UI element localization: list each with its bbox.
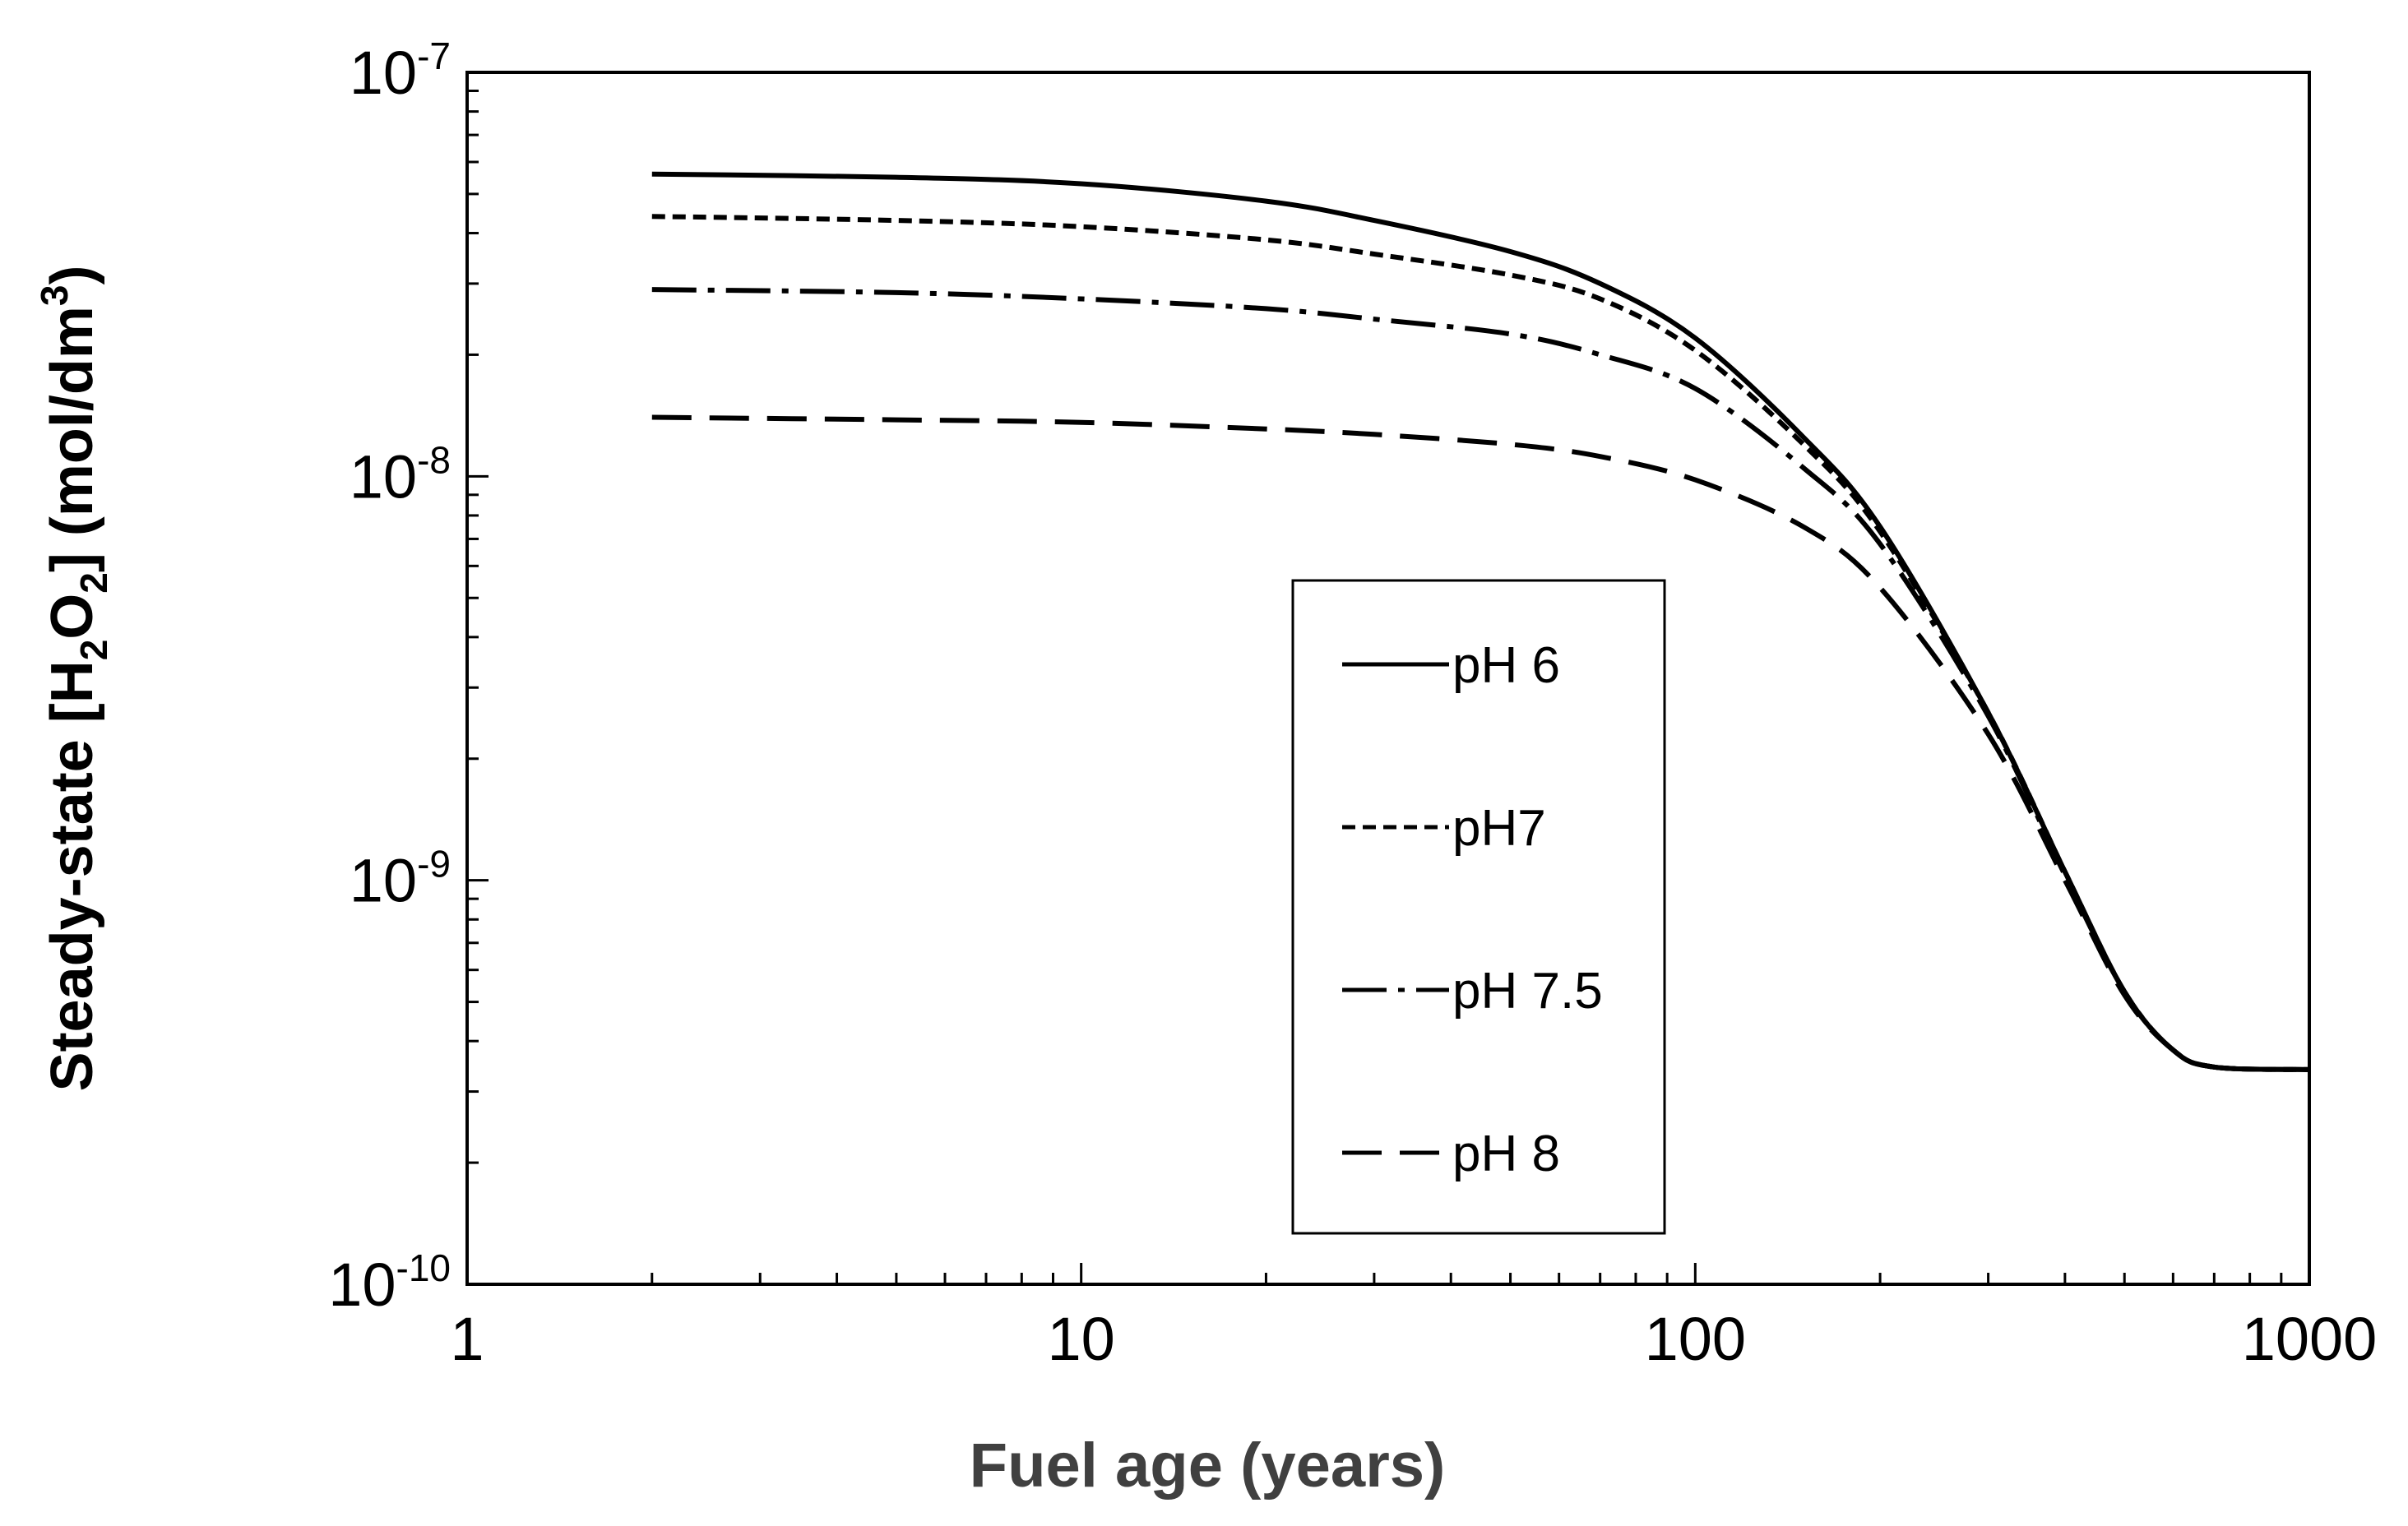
y-tick-label: 10-10 [328,1246,451,1319]
legend-label: pH 6 [1452,637,1560,694]
series-line [651,414,2310,1072]
legend: pH 6 pH7 pH 7.5 pH 8 [1291,579,1666,1235]
y-axis-title-sub1: 2 [72,640,115,661]
y-tick-label: 10-8 [350,438,451,511]
series-line [651,287,2310,1072]
series-lines [651,171,2310,1072]
legend-items: pH 6 pH7 pH 7.5 pH 8 [1342,637,1603,1182]
y-axis-title-sub2: 2 [72,572,115,594]
y-tick-label: 10-9 [350,843,451,915]
x-axis-title: Fuel age (years) [970,1431,1446,1501]
legend-label: pH 8 [1452,1126,1560,1182]
plot-frame [465,71,2311,1286]
x-tick-label: 1 [450,1305,484,1373]
x-tick-label: 1000 [2242,1305,2378,1373]
y-axis-title-sup: 3 [33,285,76,307]
y-axis-title-mid: O [39,594,105,640]
y-axis-title-end: ) [39,266,105,285]
x-axis-ticks: 1 10 100 1000 [450,1263,2377,1373]
legend-label: pH7 [1452,800,1546,857]
series-line [651,214,2310,1072]
legend-label: pH 7.5 [1452,963,1603,1020]
x-tick-label: 100 [1645,1305,1746,1373]
y-axis-title: Steady-state [H2O2] (mol/dm3) [33,266,115,1092]
y-axis-title-suffix: ] (mol/dm [39,306,105,572]
legend-box [1291,579,1666,1235]
x-tick-label: 10 [1048,1305,1115,1373]
y-axis-ticks: 10-10 10-9 10-8 10-7 [328,35,489,1319]
y-axis-title-prefix: Steady-state [H [39,660,105,1091]
y-tick-label: 10-7 [350,35,451,107]
